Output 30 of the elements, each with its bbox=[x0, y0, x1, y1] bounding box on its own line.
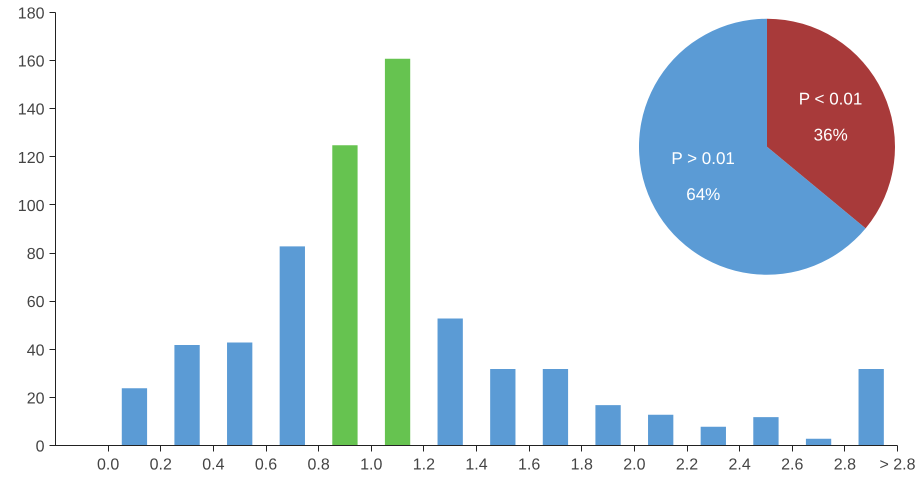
x-tick-label: 2.6 bbox=[781, 456, 804, 474]
y-tick-label: 0 bbox=[36, 438, 45, 456]
x-tick-label: 0.2 bbox=[150, 456, 172, 474]
slice-label: P > 0.01 bbox=[671, 149, 735, 168]
x-tick-label: 0.8 bbox=[308, 456, 330, 474]
x-tick-label: 2.8 bbox=[834, 456, 856, 474]
y-tick-label: 120 bbox=[18, 150, 45, 167]
x-tick-label: 1.8 bbox=[570, 456, 593, 474]
y-tick-label: 40 bbox=[26, 342, 45, 360]
x-tick-label: 1.2 bbox=[412, 456, 436, 474]
x-tick-label: 1.0 bbox=[360, 456, 382, 474]
y-tick-label: 80 bbox=[26, 246, 45, 264]
y-tick-label: 100 bbox=[18, 198, 45, 215]
y-tick-label: 140 bbox=[18, 102, 45, 119]
x-tick-label: 1.4 bbox=[465, 456, 488, 474]
y-tick-label: 160 bbox=[18, 54, 45, 71]
data-label: 36% bbox=[814, 125, 848, 144]
x-tick-label: 2.2 bbox=[676, 456, 698, 474]
y-tick-label: 20 bbox=[26, 390, 45, 408]
slice-label: P < 0.01 bbox=[798, 89, 862, 108]
x-tick-label: > 2.8 bbox=[879, 456, 916, 474]
x-tick-label: 0.4 bbox=[202, 456, 225, 474]
x-tick-label: 0.6 bbox=[254, 456, 278, 474]
x-tick-label: 2.4 bbox=[728, 456, 751, 474]
data-label: 64% bbox=[686, 185, 720, 204]
y-tick-label: 60 bbox=[26, 294, 45, 312]
x-tick-label: 1.6 bbox=[518, 456, 540, 474]
x-tick-label: 0.0 bbox=[97, 456, 120, 474]
y-tick-label: 180 bbox=[18, 6, 45, 22]
x-tick-label: 2.0 bbox=[623, 456, 646, 474]
